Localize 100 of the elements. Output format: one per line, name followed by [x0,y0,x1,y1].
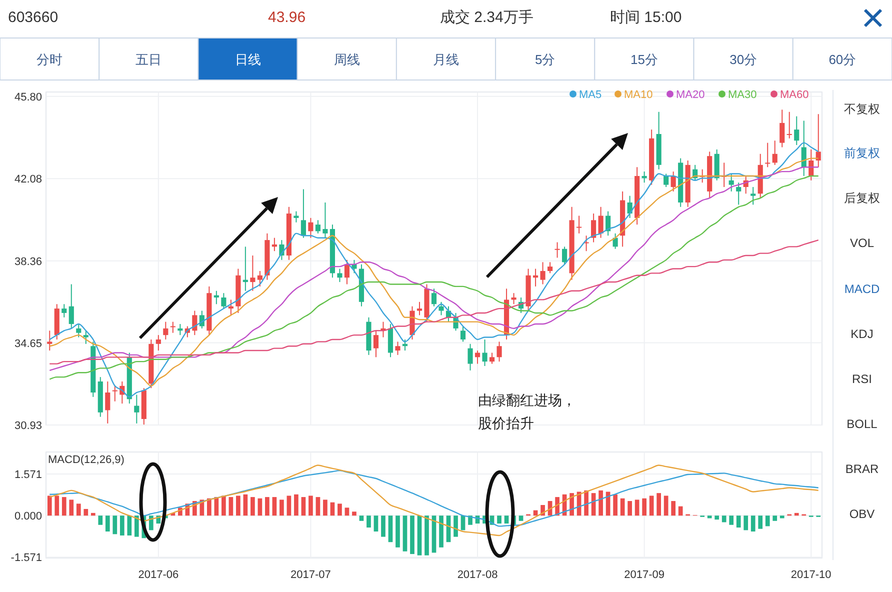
candlestick [416,301,422,316]
bar [584,490,588,516]
bar [69,500,74,516]
bar [772,516,778,521]
candlestick [736,182,742,206]
candlestick [801,120,806,176]
candlestick [554,242,560,258]
y-tick-label: 45.80 [14,91,42,104]
bar [294,494,298,516]
text: KDJ [850,327,874,341]
text: 月线 [433,52,459,67]
candlestick [765,142,770,168]
candlestick [576,215,582,234]
bar [258,498,262,516]
candlestick [780,109,785,148]
bar [417,516,422,556]
candlestick [482,338,488,366]
text: 分时 [36,52,63,67]
bar [250,497,255,516]
text: 后复权 [844,191,880,205]
bar [634,500,640,516]
annotation: 股价抬升 [478,415,534,431]
bar [207,498,212,516]
candlestick [431,288,437,307]
text: MACD [844,282,880,296]
bar [120,516,124,536]
bar [236,496,240,516]
candlestick [474,350,480,364]
candlestick [548,262,553,274]
bar [338,504,342,516]
text: 日线 [234,52,261,67]
bar [396,516,400,548]
bar [642,498,646,516]
candlestick [664,173,669,188]
bar [439,516,444,548]
legend-label: MA20 [676,89,705,101]
bar [620,498,625,516]
candlestick [257,270,262,287]
text: 60分 [828,52,856,67]
bar [148,516,154,530]
y-tick-label: 42.08 [14,174,42,186]
candlestick [68,284,74,329]
candlestick [606,210,611,236]
text: 603660 [8,9,58,26]
bar [671,501,676,516]
bar [54,496,60,516]
line-series [49,239,819,364]
candlestick [112,385,118,402]
text: RSI [852,372,872,386]
bar [344,508,350,516]
candlestick [468,343,473,371]
bar [628,501,632,516]
text: 5分 [534,52,556,67]
y-tick-label: 38.36 [14,256,42,268]
bar [722,516,726,522]
candlestick [156,334,161,352]
candlestick [598,206,604,238]
bar [794,512,799,516]
bar [518,516,524,521]
candlestick [540,262,546,285]
bar [454,516,458,537]
bar [272,497,277,516]
bar [47,496,52,516]
bar [265,497,270,516]
bar [758,516,763,529]
bar [359,516,364,521]
bar [402,516,408,552]
y-tick-label: 34.65 [14,338,42,350]
bar [374,516,378,532]
bar [678,506,683,516]
candlestick [337,268,342,283]
x-tick-label: 2017-07 [290,569,331,581]
bar [497,516,502,524]
bar [729,516,734,525]
text: 成交 2.34万手 [440,9,534,26]
text: 时间 15:00 [610,9,682,26]
bar [127,516,132,536]
text: 30分 [730,52,758,67]
line-series [49,470,819,527]
bar [504,516,509,524]
candlestick [250,255,256,292]
bar [301,497,306,516]
candlestick [76,324,82,338]
candlestick [170,321,176,334]
legend-label: MA60 [780,89,809,101]
candlestick [105,380,110,424]
bar [366,516,371,528]
candlestick [794,116,800,146]
candlestick [496,341,502,362]
y-tick-label: 0.000 [14,510,42,523]
bar [780,516,784,518]
bar [323,500,328,516]
candlestick [83,330,88,344]
bar [424,516,429,556]
bar [352,512,356,516]
bar [381,516,386,537]
candlestick [750,186,756,206]
y-tick-label: -1.571 [10,552,42,564]
text: BOLL [846,417,878,431]
x-tick-label: 2017-06 [138,569,179,581]
